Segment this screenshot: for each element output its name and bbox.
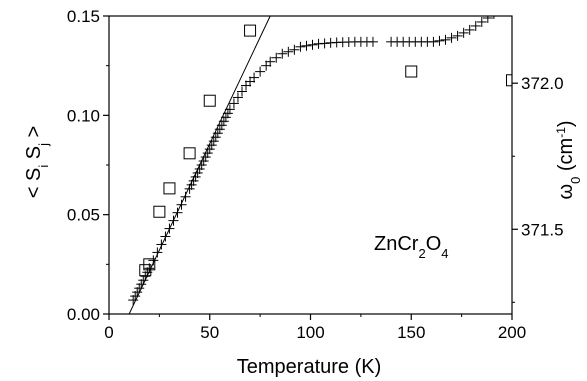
plus-point <box>210 132 221 143</box>
plus-point <box>188 175 199 186</box>
plus-point <box>204 144 215 155</box>
square-point <box>506 74 512 87</box>
plus-point <box>218 116 229 127</box>
x-tick-label: 200 <box>498 323 526 342</box>
series-square <box>139 24 512 277</box>
plus-point <box>196 160 207 170</box>
plus-point <box>277 48 288 59</box>
y-left-tick-label: 0.00 <box>67 305 100 324</box>
x-tick-label: 0 <box>104 323 113 342</box>
square-point <box>203 94 216 107</box>
plus-point <box>367 36 378 47</box>
plus-point <box>236 86 247 97</box>
square-point <box>405 65 418 78</box>
plus-point <box>130 291 141 302</box>
plus-point <box>128 295 139 306</box>
plus-point <box>476 16 487 27</box>
plus-point <box>216 120 227 131</box>
plus-point <box>265 56 276 67</box>
plus-point <box>301 40 312 51</box>
series-plus <box>128 16 495 306</box>
plus-point <box>452 30 463 41</box>
plus-point <box>156 239 167 250</box>
y-right-tick-label: 371.5 <box>521 220 564 239</box>
plus-point <box>295 41 306 52</box>
plus-point <box>228 98 239 109</box>
plus-point <box>446 32 457 43</box>
y-right-axis-ticks: 371.5 372.0 <box>512 74 564 303</box>
square-point <box>244 24 257 37</box>
plus-point <box>283 46 294 57</box>
plus-point <box>160 231 171 242</box>
plus-point <box>212 128 223 139</box>
plus-point <box>482 16 493 23</box>
plus-point <box>176 199 187 210</box>
square-point <box>183 147 196 160</box>
y-left-axis-ticks: 0.00 0.05 0.10 0.15 <box>67 7 109 324</box>
plus-point <box>190 171 201 182</box>
square-point <box>163 182 176 195</box>
plot-frame <box>108 15 513 315</box>
compound-label: ZnCr2O4 <box>374 233 448 261</box>
plus-point <box>493 16 495 20</box>
plus-point <box>222 108 233 119</box>
plus-point <box>458 27 469 38</box>
plus-point <box>194 163 205 174</box>
plus-point <box>148 255 159 266</box>
plus-point <box>136 279 147 290</box>
y-left-tick-label: 0.15 <box>67 7 100 26</box>
clipped-marks <box>128 16 512 314</box>
plus-point <box>208 136 219 147</box>
plus-point <box>241 80 252 91</box>
plus-point <box>186 179 197 190</box>
plus-point <box>307 39 318 50</box>
plus-point <box>206 140 217 151</box>
plus-point <box>428 36 439 47</box>
x-axis-title: Temperature (K) <box>237 356 382 378</box>
plus-point <box>224 104 235 115</box>
plus-point <box>198 156 209 167</box>
plus-point <box>319 38 330 49</box>
x-tick-label: 50 <box>200 323 219 342</box>
square-point <box>143 258 156 271</box>
y-right-axis-title: ω0 (cm-1) <box>554 120 583 199</box>
y-left-axis-title: < Si Sj > <box>23 126 51 199</box>
plot-marks <box>128 16 512 314</box>
plus-point <box>464 24 475 35</box>
plus-point <box>140 271 151 282</box>
plus-point <box>132 287 143 298</box>
plus-point <box>168 215 179 226</box>
x-tick-label: 150 <box>397 323 425 342</box>
plus-point <box>261 60 272 71</box>
plus-point <box>289 44 300 55</box>
plus-point <box>440 34 451 45</box>
plus-point <box>172 207 183 218</box>
plus-point <box>255 66 266 77</box>
plus-point <box>214 124 225 135</box>
x-tick-label: 100 <box>296 323 324 342</box>
plus-point <box>271 52 282 63</box>
plus-point <box>434 35 445 46</box>
x-axis-ticks: 0 50 100 150 200 <box>104 314 526 342</box>
square-point <box>153 205 166 218</box>
plus-point <box>220 112 231 123</box>
plus-point <box>200 152 211 163</box>
y-left-tick-label: 0.10 <box>67 106 100 125</box>
plus-point <box>138 275 149 286</box>
plus-point <box>152 247 163 258</box>
plus-point <box>164 223 175 234</box>
plus-point <box>180 191 191 202</box>
plus-point <box>202 148 213 159</box>
plus-point <box>245 76 256 87</box>
plus-point <box>184 183 195 194</box>
plus-point <box>249 72 260 83</box>
plus-point <box>232 92 243 103</box>
y-right-tick-label: 372.0 <box>521 74 564 93</box>
axes-frame <box>108 15 513 315</box>
y-left-tick-label: 0.05 <box>67 206 100 225</box>
plus-point <box>470 20 481 31</box>
plus-point <box>134 283 145 294</box>
plus-point <box>192 167 203 178</box>
